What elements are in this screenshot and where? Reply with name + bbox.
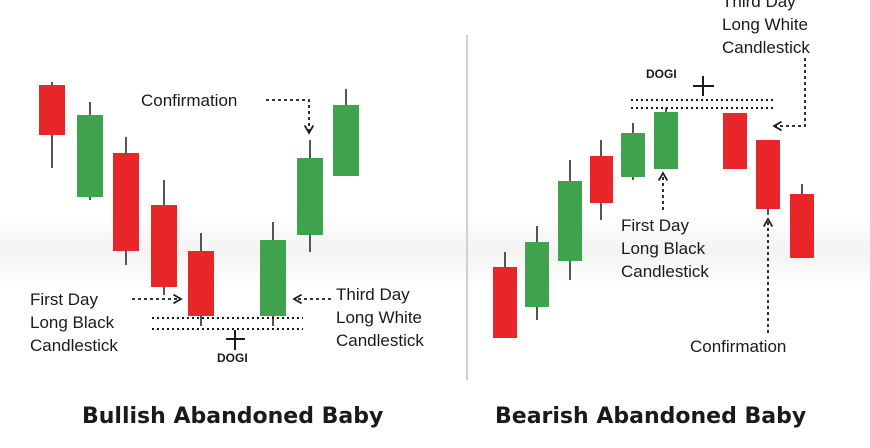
third-day-label-line2: Long White (722, 15, 808, 34)
first-day-label-line1: First Day (621, 216, 690, 235)
third-day-label-line2: Long White (336, 308, 422, 327)
third-day-candle (260, 240, 286, 316)
third-day-label-line1: Third Day (336, 285, 410, 304)
first-day-label-line3: Candlestick (621, 262, 709, 281)
bearish-candle (790, 194, 814, 258)
bullish-title: Bullish Abandoned Baby (82, 404, 384, 429)
third-day-arrow (772, 58, 806, 132)
first-day-candle (654, 112, 678, 169)
confirmation-label: Confirmation (141, 91, 237, 110)
bullish-candle (621, 133, 645, 177)
third-day-candle (723, 113, 747, 169)
doji-label: DOGI (217, 351, 248, 365)
bullish-candles (39, 82, 359, 350)
bullish-panel: Confirmation First Day Long Black Candle… (30, 82, 424, 365)
bullish-candle (558, 181, 582, 261)
bearish-candle (493, 267, 517, 338)
bearish-panel: Third Day Long White Candlestick DOGI Fi… (493, 0, 814, 356)
first-day-candle (188, 251, 214, 316)
bearish-candle (756, 140, 780, 209)
confirmation-label: Confirmation (690, 337, 786, 356)
bearish-candle (590, 156, 613, 203)
doji-label: DOGI (646, 67, 677, 81)
bearish-candles (493, 76, 814, 338)
first-day-label-line3: Candlestick (30, 336, 118, 355)
bullish-candle (297, 158, 323, 235)
bullish-candle (525, 242, 549, 307)
third-day-label-line3: Candlestick (722, 38, 810, 57)
bearish-candle (113, 153, 139, 251)
bearish-title: Bearish Abandoned Baby (495, 404, 807, 429)
bullish-candle (77, 115, 103, 197)
bearish-candle (151, 205, 177, 287)
confirmation-arrow (266, 99, 315, 135)
first-day-label-line2: Long Black (621, 239, 706, 258)
third-day-label-line1: Third Day (722, 0, 796, 11)
third-day-label-line3: Candlestick (336, 331, 424, 350)
bearish-candle (39, 85, 65, 135)
first-day-label-line2: Long Black (30, 313, 115, 332)
first-day-label-line1: First Day (30, 290, 99, 309)
bullish-candle (333, 105, 359, 176)
